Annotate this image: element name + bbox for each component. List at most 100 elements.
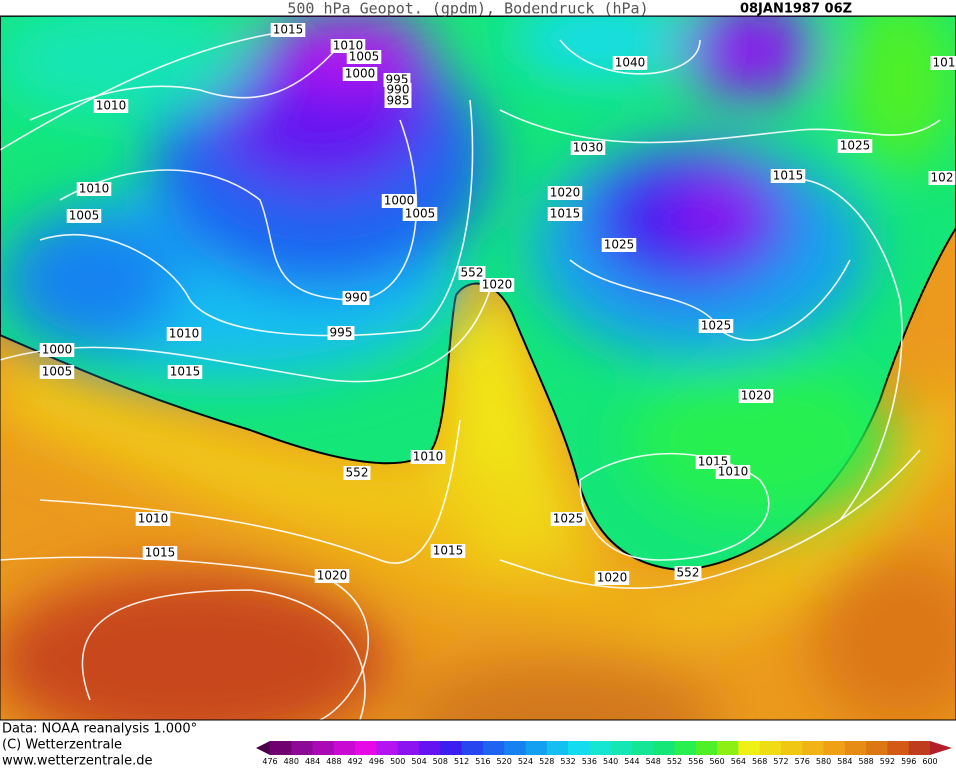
colorbar-swatch — [908, 741, 931, 755]
isobar-value: 552 — [677, 566, 700, 580]
colorbar-label: 600 — [922, 757, 937, 766]
isobar-label: 1015 — [167, 365, 203, 379]
colorbar-swatch — [802, 741, 825, 755]
colorbar-swatch — [653, 741, 676, 755]
isobar-labels: 1015 1010 1005 1000 995 990 985 1040 101… — [39, 23, 956, 585]
colorbar-swatch — [419, 741, 441, 755]
colorbar-swatch — [568, 741, 590, 755]
isobar-value: 552 — [346, 466, 369, 480]
isobar-value: 1015 — [773, 169, 804, 183]
label-box — [612, 56, 648, 70]
colorbar-label: 552 — [667, 757, 682, 766]
label-box — [343, 466, 371, 480]
isobar-label: 1010 — [166, 327, 202, 341]
colorbar-swatch — [610, 741, 633, 755]
isobar-label: 1020 — [479, 278, 515, 292]
isobar-value: 1020 — [550, 186, 581, 200]
label-box — [594, 571, 630, 585]
colorbar-label: 556 — [688, 757, 703, 766]
isobar-value: 1025 — [604, 238, 635, 252]
colorbar-label: 548 — [646, 757, 661, 766]
label-box — [547, 186, 583, 200]
colorbar-swatch — [461, 741, 484, 755]
isobar-label: 1005 — [346, 50, 382, 64]
isobar-label: 1010 — [135, 512, 171, 526]
isobar-label: 1040 — [612, 56, 648, 70]
colorbar-swatch — [312, 741, 335, 755]
isobar-value: 1020 — [597, 571, 628, 585]
isobar-label: 1030 — [570, 141, 606, 155]
isobar-label: 1010 — [93, 99, 129, 113]
map-date: 08JAN1987 06Z — [740, 2, 852, 17]
footer-source: Data: NOAA reanalysis 1.000° — [2, 722, 197, 737]
colorbar-swatch — [823, 741, 846, 755]
isobar-value: 1010 — [333, 39, 364, 53]
label-box — [601, 238, 637, 252]
colorbar-swatch — [866, 741, 888, 755]
isobar-label: 1020 — [738, 389, 774, 403]
colorbar-label: 584 — [837, 757, 852, 766]
label-box — [930, 56, 956, 70]
isobar-label: 102 — [928, 171, 956, 185]
label-box — [738, 389, 774, 403]
colorbar-label: 476 — [262, 757, 277, 766]
colorbar-swatch — [631, 741, 654, 755]
colorbar: 476 480 484 488 492 496 500 504 508 512 516 520 524 5… — [256, 741, 952, 766]
isobar-value: 1025 — [553, 512, 584, 526]
colorbar-label: 572 — [773, 757, 788, 766]
isobar-label: 101 — [930, 56, 956, 70]
colorbar-label: 576 — [795, 757, 810, 766]
isobar-value: 995 — [330, 326, 353, 340]
colorbar-swatch — [440, 741, 463, 755]
isobar-label: 1005 — [39, 365, 75, 379]
isobar-label: 1025 — [601, 238, 637, 252]
isobar-label: 1015 — [770, 169, 806, 183]
label-box — [715, 465, 751, 479]
label-box — [458, 266, 486, 280]
isobar-value: 552 — [461, 266, 484, 280]
colorbar-label: 492 — [348, 757, 363, 766]
colorbar-label: 532 — [560, 757, 575, 766]
colorbar-over — [930, 741, 952, 755]
colorbar-swatch — [333, 741, 356, 755]
colorbar-swatch — [504, 741, 526, 755]
map-title: 500 hPa Geopot. (gpdm), Bodendruck (hPa) — [287, 0, 648, 18]
colorbar-label: 528 — [539, 757, 554, 766]
isobar-label: 1000 — [342, 67, 378, 81]
isobar-value: 1000 — [42, 343, 73, 357]
colorbar-label: 536 — [582, 757, 597, 766]
colorbar-swatch — [270, 741, 292, 755]
isobar-value: 1015 — [433, 544, 464, 558]
label-box — [384, 83, 412, 97]
colorbar-label: 480 — [284, 757, 299, 766]
label-box — [270, 23, 306, 37]
label-box — [547, 207, 583, 221]
isobar-label: 1010 — [76, 182, 112, 196]
isobar-label: 990 — [342, 291, 370, 305]
label-box — [381, 194, 417, 208]
colorbar-label: 520 — [497, 757, 512, 766]
colorbar-swatch — [695, 741, 718, 755]
colorbar-label: 592 — [880, 757, 895, 766]
isobar-label: 995 — [327, 326, 355, 340]
isobar-label: 552 — [343, 466, 371, 480]
isobar-value: 1010 — [718, 465, 749, 479]
isobar-value: 1010 — [169, 327, 200, 341]
isobar-label: 1020 — [314, 569, 350, 583]
label-box — [330, 39, 366, 53]
label-box — [39, 343, 75, 357]
isobar-value: 1015 — [170, 365, 201, 379]
isobar-label: 1025 — [550, 512, 586, 526]
isobar-value: 1005 — [405, 207, 436, 221]
label-box — [837, 139, 873, 153]
colorbar-swatch — [546, 741, 569, 755]
colorbar-swatch — [589, 741, 612, 755]
isobar-value: 1010 — [413, 450, 444, 464]
isobar-label: 985 — [384, 94, 412, 108]
label-box — [570, 141, 606, 155]
isobar-value: 1025 — [701, 319, 732, 333]
isobar-label: 1025 — [837, 139, 873, 153]
isobar-label: 1010 — [715, 465, 751, 479]
isobar-label: 1015 — [547, 207, 583, 221]
isobar-value: 990 — [345, 291, 368, 305]
